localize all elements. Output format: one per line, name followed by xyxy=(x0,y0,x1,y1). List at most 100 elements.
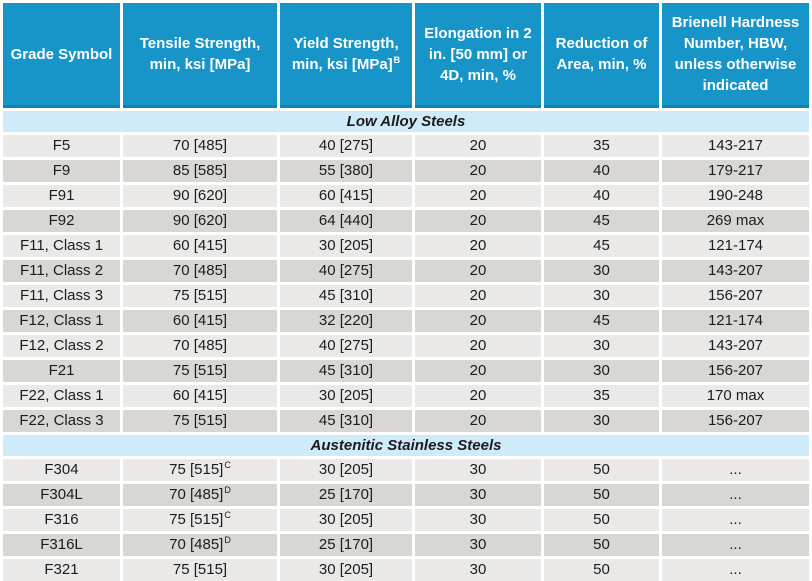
cell-value: 45 xyxy=(593,312,610,329)
value-cell: 45 [310] xyxy=(280,360,412,382)
column-header-label: Elongation in 2 in. [50 mm] or 4D, min, … xyxy=(424,24,532,84)
value-cell: 30 [205] xyxy=(280,235,412,257)
value-cell: 20 xyxy=(415,235,541,257)
value-cell: 30 xyxy=(415,559,541,581)
cell-value: 32 [220] xyxy=(318,312,374,329)
grade-cell: F304 xyxy=(3,459,120,481)
grade-cell: F316L xyxy=(3,534,120,556)
value-cell: 20 xyxy=(415,210,541,232)
grade-cell: F11, Class 1 xyxy=(3,235,120,257)
cell-value: 25 [170] xyxy=(318,486,374,503)
cell-value: 30 xyxy=(593,287,610,304)
cell-value: 45 [310] xyxy=(318,287,374,304)
cell-value: 156-207 xyxy=(707,362,764,379)
cell-value: 20 xyxy=(469,212,487,229)
table-row: F11, Class 3 75 [515] 45 [310] 20 30 156-207 xyxy=(3,285,809,307)
table-row: F321 75 [515] 30 [205] 30 50... xyxy=(3,559,809,581)
value-cell: 75 [515] xyxy=(123,360,277,382)
value-cell: 20 xyxy=(415,335,541,357)
value-cell: 50 xyxy=(544,484,659,506)
value-cell: 70 [485] xyxy=(123,260,277,282)
cell-value: 70 [485] xyxy=(169,536,224,553)
value-cell: 64 [440] xyxy=(280,210,412,232)
cell-value: 40 xyxy=(593,162,610,179)
grade-cell: F92 xyxy=(3,210,120,232)
table-row: F316L 70 [485]D 25 [170] 30 50... xyxy=(3,534,809,556)
cell-value: F316L xyxy=(40,536,83,553)
value-cell: 85 [585] xyxy=(123,160,277,182)
cell-value: 121-174 xyxy=(707,237,764,254)
grade-cell: F22, Class 1 xyxy=(3,385,120,407)
cell-value: F11, Class 1 xyxy=(19,237,104,254)
cell-value: 20 xyxy=(469,387,487,404)
cell-value: 30 [205] xyxy=(318,237,374,254)
value-cell: 121-174 xyxy=(662,310,809,332)
table-header: Grade Symbol Tensile Strength, min, ksi [… xyxy=(3,3,809,108)
value-cell: 75 [515] xyxy=(123,285,277,307)
value-cell: 70 [485] xyxy=(123,135,277,157)
cell-value: 75 [515] xyxy=(169,511,224,528)
value-cell: 70 [485]D xyxy=(123,534,277,556)
grade-cell: F91 xyxy=(3,185,120,207)
cell-value: F12, Class 1 xyxy=(19,312,104,329)
value-cell: 90 [620] xyxy=(123,210,277,232)
cell-value: ... xyxy=(729,461,742,478)
value-cell: 45 [310] xyxy=(280,285,412,307)
table-row: F22, Class 1 60 [415] 30 [205] 20 35 170 max xyxy=(3,385,809,407)
value-cell: 20 xyxy=(415,385,541,407)
header-row: Grade Symbol Tensile Strength, min, ksi [… xyxy=(3,3,809,108)
value-cell: 50 xyxy=(544,509,659,531)
cell-value: 30 xyxy=(469,486,487,503)
cell-value: 20 xyxy=(469,237,487,254)
value-cell: 75 [515]C xyxy=(123,509,277,531)
cell-value: 20 xyxy=(469,137,487,154)
grade-cell: F21 xyxy=(3,360,120,382)
cell-value: 75 [515] xyxy=(172,287,228,304)
cell-value: 75 [515] xyxy=(172,362,228,379)
cell-value: 60 [415] xyxy=(172,387,228,404)
value-cell: 179-217 xyxy=(662,160,809,182)
table-row: F11, Class 2 70 [485] 40 [275] 20 30 143-207 xyxy=(3,260,809,282)
value-cell: 20 xyxy=(415,360,541,382)
cell-value: F316 xyxy=(44,511,79,528)
cell-value: 70 [485] xyxy=(172,262,228,279)
cell-value: 30 xyxy=(593,362,610,379)
cell-value: 30 [205] xyxy=(318,387,374,404)
cell-value: 55 [380] xyxy=(318,162,374,179)
value-cell: 30 xyxy=(544,285,659,307)
value-cell: 30 xyxy=(415,534,541,556)
table-row: F304 75 [515]C 30 [205] 30 50... xyxy=(3,459,809,481)
cell-value: 30 xyxy=(593,337,610,354)
value-cell: 30 xyxy=(415,459,541,481)
footnote-marker: B xyxy=(393,55,401,65)
value-cell: 45 xyxy=(544,235,659,257)
table-row: F5 70 [485] 40 [275] 20 35 143-217 xyxy=(3,135,809,157)
value-cell: 20 xyxy=(415,285,541,307)
cell-value: 25 [170] xyxy=(318,536,374,553)
footnote-marker: C xyxy=(224,460,231,470)
value-cell: 90 [620] xyxy=(123,185,277,207)
value-cell: 35 xyxy=(544,385,659,407)
cell-value: 70 [485] xyxy=(172,137,228,154)
value-cell: 35 xyxy=(544,135,659,157)
value-cell: 170 max xyxy=(662,385,809,407)
cell-value: F304L xyxy=(40,486,83,503)
section-row: Low Alloy Steels xyxy=(3,111,809,132)
cell-value: 30 xyxy=(593,262,610,279)
value-cell: 20 xyxy=(415,260,541,282)
value-cell: 20 xyxy=(415,410,541,432)
value-cell: 50 xyxy=(544,534,659,556)
cell-value: F5 xyxy=(52,137,71,154)
cell-value: 50 xyxy=(593,536,610,553)
value-cell: 32 [220] xyxy=(280,310,412,332)
value-cell: 30 [205] xyxy=(280,559,412,581)
value-cell: 121-174 xyxy=(662,235,809,257)
grade-cell: F9 xyxy=(3,160,120,182)
value-cell: 143-217 xyxy=(662,135,809,157)
cell-value: 30 [205] xyxy=(318,511,374,528)
column-header-2: Tensile Strength, min, ksi [MPa] xyxy=(123,3,277,108)
cell-value: 190-248 xyxy=(707,187,764,204)
value-cell: 45 [310] xyxy=(280,410,412,432)
value-cell: 30 xyxy=(544,360,659,382)
